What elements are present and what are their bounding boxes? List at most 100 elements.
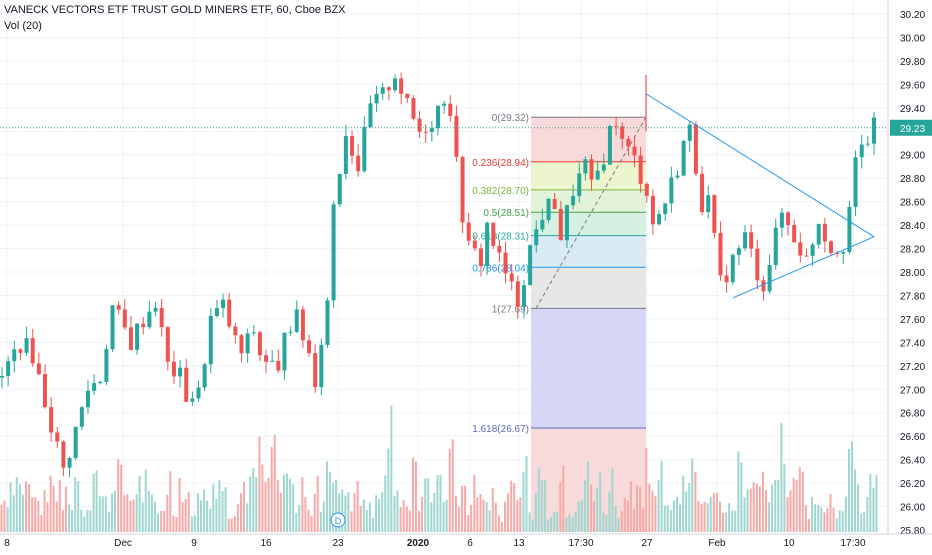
volume-bar: [725, 512, 728, 532]
volume-bar: [335, 479, 338, 532]
volume-bar: [648, 483, 651, 532]
volume-bar: [482, 499, 485, 532]
volume-bar: [768, 502, 771, 532]
volume-bar: [150, 494, 153, 532]
volume-bar: [430, 502, 433, 532]
volume-bar: [40, 515, 43, 532]
volume-bar: [682, 475, 685, 532]
volume-bar: [476, 497, 479, 532]
volume-bar: [577, 501, 580, 532]
candle-body: [786, 212, 791, 226]
volume-bar: [761, 471, 764, 532]
volume-bar: [654, 496, 657, 532]
volume-bar: [157, 513, 160, 532]
price-tick-label: 26.20: [900, 479, 925, 490]
candle-body: [657, 214, 662, 225]
candle-body: [141, 323, 146, 328]
volume-bar: [147, 490, 150, 532]
volume-bar: [418, 511, 421, 532]
price-tick-label: 26.00: [900, 503, 925, 514]
candle-body: [460, 156, 465, 223]
volume-bar: [236, 504, 239, 532]
candle-body: [307, 340, 312, 354]
candle-body: [73, 426, 78, 459]
time-tick-label: 23: [332, 538, 344, 549]
volume-bar: [414, 461, 417, 532]
volume-bar: [540, 480, 543, 532]
volume-bar: [593, 501, 596, 532]
volume-bar: [359, 506, 362, 532]
volume-bar: [200, 500, 203, 532]
volume-bar: [485, 502, 488, 532]
volume-bar: [857, 484, 860, 532]
candle-body: [730, 254, 735, 283]
volume-bar: [709, 496, 712, 532]
price-tick-label: 30.20: [900, 10, 925, 21]
candle-body: [165, 327, 170, 362]
time-tick-label: 9: [191, 538, 197, 549]
volume-bar: [445, 499, 448, 532]
volume-bar: [537, 468, 540, 532]
volume-bar: [507, 493, 510, 532]
volume-bar: [835, 518, 838, 532]
volume-bar: [396, 490, 399, 532]
volume-bar: [728, 503, 731, 532]
candle-body: [128, 327, 133, 350]
volume-bar: [439, 475, 442, 532]
candle-body: [67, 458, 72, 468]
volume-bar: [424, 478, 427, 532]
volume-bar: [623, 497, 626, 532]
volume-bar: [663, 505, 666, 532]
candle-body: [693, 124, 698, 174]
volume-bar: [869, 474, 872, 532]
time-tick-label: Feb: [708, 538, 726, 549]
volume-bar: [246, 503, 249, 532]
candle-body: [865, 143, 870, 145]
volume-bar: [534, 493, 537, 532]
triangle-lower-line: [732, 236, 875, 299]
candle-body: [816, 223, 821, 245]
volume-bar: [197, 492, 200, 532]
candle-body: [620, 126, 625, 139]
price-tick-label: 25.80: [900, 526, 925, 537]
candle-body: [442, 103, 447, 106]
volume-bar: [807, 519, 810, 532]
volume-bar: [811, 496, 814, 532]
price-tick-label: 28.20: [900, 245, 925, 256]
candle-body: [429, 128, 434, 133]
candle-body: [669, 177, 674, 204]
fib-level-label: 1(27.69): [492, 304, 529, 315]
volume-bar: [669, 510, 672, 532]
candle-body: [0, 375, 4, 378]
candle-body: [405, 93, 410, 98]
candle-body: [552, 198, 557, 209]
candle-body: [607, 125, 612, 165]
volume-bar: [138, 475, 141, 532]
volume-bar: [86, 509, 89, 532]
candle-body: [42, 374, 47, 408]
volume-bar: [801, 471, 804, 532]
candle-body: [343, 136, 348, 175]
time-tick-label: 17:30: [840, 538, 865, 549]
price-tick-label: 27.20: [900, 362, 925, 373]
time-tick-label: 17:30: [568, 538, 593, 549]
candle-body: [853, 157, 858, 207]
candle-body: [227, 299, 232, 327]
volume-bar: [494, 502, 497, 532]
volume-bar: [227, 518, 230, 532]
volume-bar: [12, 495, 15, 532]
volume-bar: [743, 497, 746, 532]
volume-bar: [562, 465, 565, 532]
volume-bar: [92, 473, 95, 532]
candle-body: [61, 441, 66, 468]
volume-bar: [528, 512, 531, 532]
volume-bar: [316, 475, 319, 532]
volume-bar: [451, 439, 454, 532]
volume-bar: [565, 517, 568, 532]
volume-bar: [777, 479, 780, 532]
volume-bar: [6, 507, 9, 532]
candle-body: [147, 311, 152, 328]
volume-bar: [285, 473, 288, 532]
